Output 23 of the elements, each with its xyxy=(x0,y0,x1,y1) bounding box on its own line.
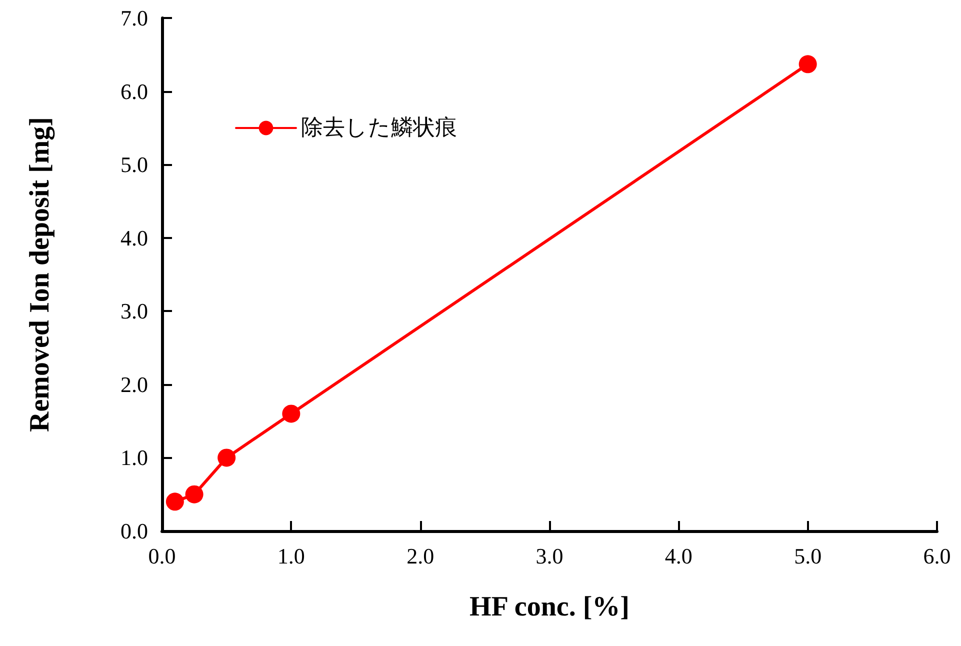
y-tick-label: 5.0 xyxy=(120,152,148,178)
y-tick-label: 2.0 xyxy=(120,372,148,397)
x-tick-label: 1.0 xyxy=(277,544,305,568)
point xyxy=(282,404,300,423)
x-tick-label: 3.0 xyxy=(536,544,564,568)
y-axis-title: Removed Ion deposit [mg] xyxy=(24,117,56,432)
x-tick-label: 4.0 xyxy=(664,544,692,568)
x-tick-label: 6.0 xyxy=(923,544,951,568)
point xyxy=(166,492,184,511)
point xyxy=(218,448,236,467)
point xyxy=(185,485,204,504)
y-tick-label: 0.0 xyxy=(120,518,148,544)
point xyxy=(798,55,817,74)
y-tick-label: 7.0 xyxy=(120,6,148,30)
y-tick-label: 1.0 xyxy=(120,445,148,470)
y-tick-label: 6.0 xyxy=(120,78,148,104)
x-tick-label: 0.0 xyxy=(148,544,176,568)
x-tick-label: 2.0 xyxy=(406,544,434,568)
y-tick-label: 3.0 xyxy=(120,298,148,324)
x-tick-label: 5.0 xyxy=(794,544,822,568)
legend-label: 除去した鱗状痕 xyxy=(301,116,457,140)
y-tick-label: 4.0 xyxy=(120,225,148,250)
x-axis-title: HF conc. [%] xyxy=(470,592,630,622)
